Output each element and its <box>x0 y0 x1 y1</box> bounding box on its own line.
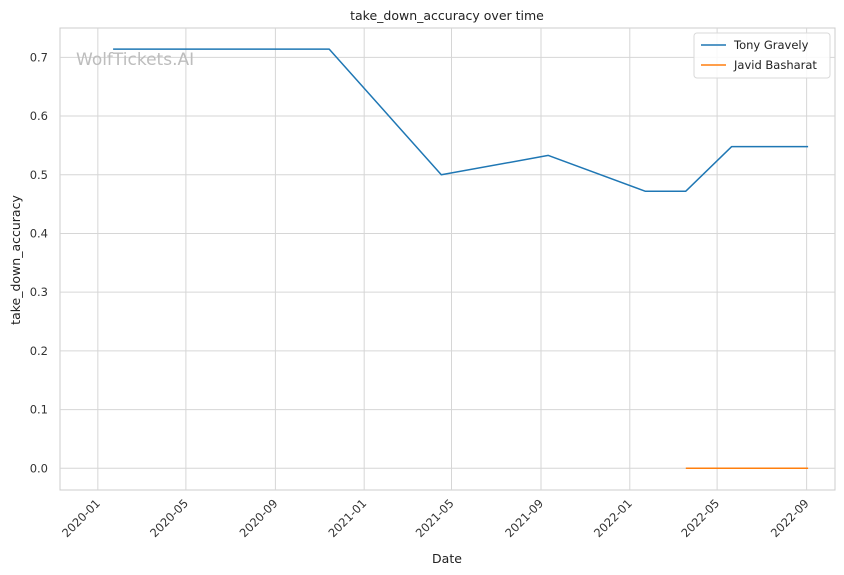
plot-frame <box>59 27 836 491</box>
series-layer <box>113 48 809 470</box>
legend: Tony Gravely Javid Basharat <box>693 32 831 79</box>
y-tick-label: 0.7 <box>30 50 48 64</box>
y-tick-label: 0.1 <box>30 403 48 417</box>
y-tick-labels: 0.0 0.1 0.2 0.3 0.4 0.5 0.6 0.7 <box>30 50 48 475</box>
legend-box <box>693 32 831 79</box>
y-tick-label: 0.3 <box>30 285 48 299</box>
y-tick-label: 0.5 <box>30 168 48 182</box>
x-tick-label: 2022-01 <box>591 496 635 540</box>
x-tick-label: 2020-09 <box>237 496 281 540</box>
y-gridlines <box>60 56 835 469</box>
x-tick-labels: 2020-01 2020-05 2020-09 2021-01 2021-05 2021-… <box>59 496 812 540</box>
y-tick-label: 0.0 <box>30 461 48 475</box>
series-line-tony-gravely <box>113 48 809 192</box>
x-tick-label: 2020-01 <box>59 496 103 540</box>
x-tick-label: 2021-05 <box>413 496 457 540</box>
legend-label-tony-gravely: Tony Gravely <box>733 38 809 52</box>
x-tick-label: 2022-09 <box>768 496 812 540</box>
y-tick-label: 0.2 <box>30 344 48 358</box>
chart-title: take_down_accuracy over time <box>350 8 544 23</box>
plot-area <box>59 27 836 491</box>
legend-label-javid-basharat: Javid Basharat <box>733 58 817 72</box>
x-tick-label: 2020-05 <box>147 496 191 540</box>
y-tick-label: 0.6 <box>30 109 48 123</box>
y-axis-label: take_down_accuracy <box>8 195 23 325</box>
x-tick-label: 2021-09 <box>502 496 546 540</box>
watermark-text: WolfTickets.AI <box>76 50 194 70</box>
x-gridlines <box>97 28 808 490</box>
x-axis-label: Date <box>432 551 462 566</box>
x-tick-label: 2021-01 <box>325 496 369 540</box>
x-tick-label: 2022-05 <box>678 496 722 540</box>
y-tick-label: 0.4 <box>30 226 48 240</box>
